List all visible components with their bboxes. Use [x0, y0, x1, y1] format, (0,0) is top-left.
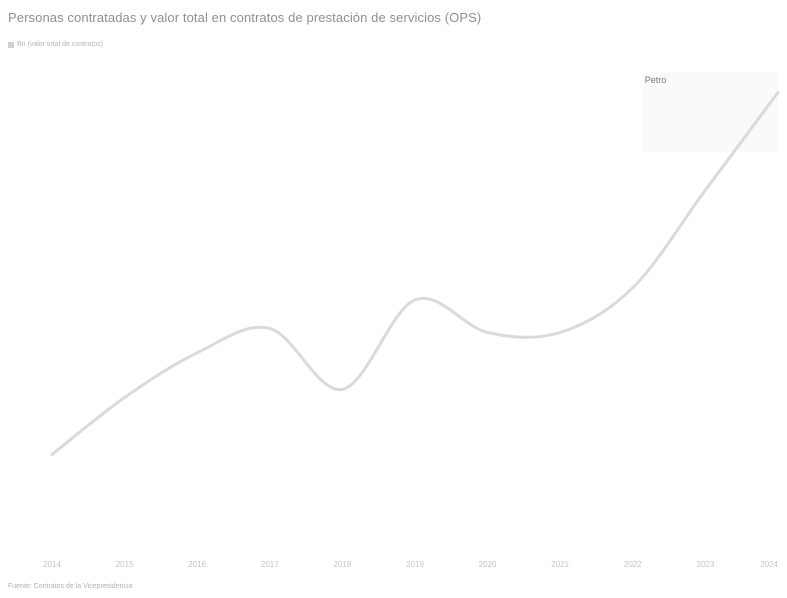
- chart-title: Personas contratadas y valor total en co…: [8, 10, 482, 25]
- x-tick-label: 2023: [697, 560, 715, 569]
- x-tick-label: 2014: [43, 560, 61, 569]
- x-tick-label: 2015: [116, 560, 134, 569]
- x-axis-ticks: 2014 2015 2016 2017 2018 2019 2020 2021 2022 2023…: [43, 560, 778, 569]
- x-tick-label: 2024: [760, 560, 778, 569]
- period-band: [642, 72, 778, 152]
- x-tick-label: 2021: [551, 560, 569, 569]
- x-tick-label: 2017: [261, 560, 279, 569]
- x-tick-label: 2018: [334, 560, 352, 569]
- series-group: [50, 91, 780, 456]
- x-tick-label: 2019: [406, 560, 424, 569]
- period-label: Petro: [645, 75, 667, 85]
- x-tick-label: 2016: [188, 560, 206, 569]
- chart-source: Fuente: Contratos de la Vicepresidencia: [8, 583, 133, 590]
- series-line: [50, 91, 780, 456]
- x-tick-label: 2020: [479, 560, 497, 569]
- x-tick-label: 2022: [624, 560, 642, 569]
- period-band-group: Petro: [642, 72, 778, 152]
- chart-subtitle-text: Bn (valor total de contratos): [17, 41, 103, 48]
- chart-subtitle: Bn (valor total de contratos): [8, 41, 103, 48]
- legend-swatch: [8, 41, 14, 48]
